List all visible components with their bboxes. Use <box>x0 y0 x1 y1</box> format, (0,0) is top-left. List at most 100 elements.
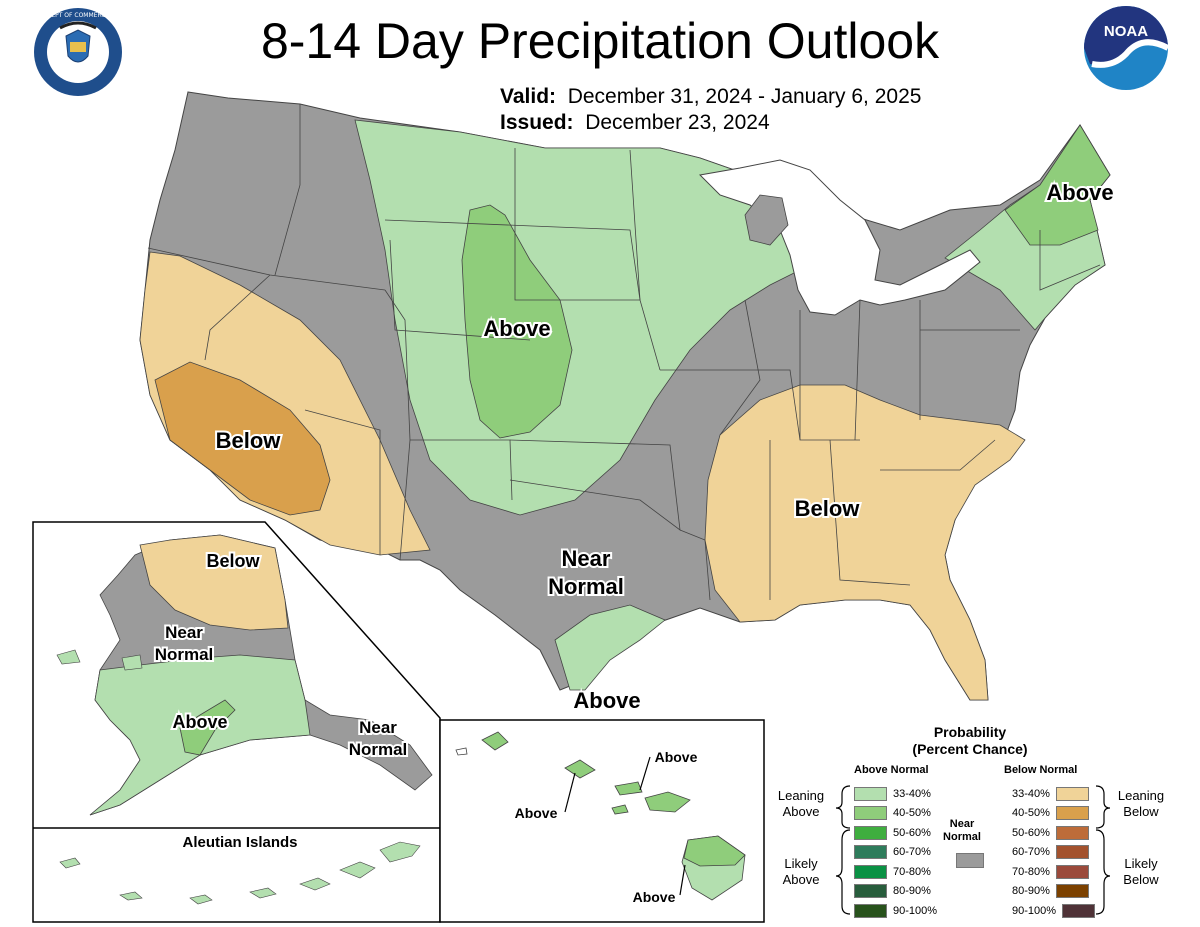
legend-below-row: 70-80% <box>1012 863 1089 880</box>
legend-leaning-above: Leaning Above <box>768 788 834 820</box>
legend-likely-below: Likely Below <box>1108 856 1174 888</box>
legend-leaning-above-1: Leaning <box>777 788 825 803</box>
noaa-logo-text: NOAA <box>1104 23 1148 40</box>
label-above-plains: Above <box>483 316 550 341</box>
legend-below-swatch <box>1062 903 1096 918</box>
label-ak-se-near-1: Near <box>359 718 397 737</box>
legend-below-label: 50-60% <box>1012 826 1050 839</box>
legend-below-row: 60-70% <box>1012 844 1089 861</box>
label-hi-above-3: Above <box>633 889 676 905</box>
hawaii-inset <box>439 719 765 923</box>
legend-leaning-below-1: Leaning <box>1117 788 1165 803</box>
commerce-seal-logo: DEPT OF COMMERCE <box>34 8 122 96</box>
legend-above-swatch <box>854 845 887 859</box>
legend-title: Probability (Percent Chance) <box>860 724 1080 758</box>
legend-above-label: 90-100% <box>893 904 938 917</box>
valid-dates: December 31, 2024 - January 6, 2025 <box>567 85 922 108</box>
legend-above-row: 33-40% <box>854 785 931 802</box>
legend-likely-above: Likely Above <box>768 856 834 888</box>
page-title: 8-14 Day Precipitation Outlook <box>260 13 940 69</box>
legend-below-label: 90-100% <box>1012 904 1057 917</box>
conus-below-west-core <box>154 361 331 516</box>
legend-above-label: 60-70% <box>893 846 931 858</box>
alaska-inset <box>32 521 441 923</box>
legend-below-row: 40-50% <box>1012 805 1089 822</box>
conus-below-southeast <box>704 384 1026 701</box>
label-near-normal-2: Normal <box>548 574 624 599</box>
legend-below-label: 60-70% <box>1012 846 1050 858</box>
legend-near-2: Normal <box>943 831 981 843</box>
hawaii-callouts <box>564 756 686 896</box>
legend-above-label: 80-90% <box>893 885 931 897</box>
region-labels: Above Above Below Below Near Normal Abov… <box>153 178 1116 907</box>
legend-above-row: 90-100% <box>854 902 937 919</box>
label-below-west: Below <box>216 428 282 453</box>
legend-likely-below-1: Likely <box>1124 856 1158 871</box>
label-ak-near-1: Near <box>165 623 203 642</box>
label-above-northeast: Above <box>1046 180 1113 205</box>
upper-michigan <box>744 194 789 246</box>
legend-below-label: 80-90% <box>1012 885 1050 897</box>
hawaii-islands <box>455 731 746 901</box>
legend-below-swatch <box>1055 806 1089 820</box>
legend-below-swatch <box>1055 825 1089 840</box>
legend-below-swatch <box>1055 786 1089 801</box>
label-ak-se-near-2: Normal <box>349 740 408 759</box>
legend-below-swatch <box>1055 884 1089 898</box>
legend-leaning-above-2: Above <box>782 804 820 819</box>
label-above-texas: Above <box>573 688 640 713</box>
legend-above-swatch <box>854 903 887 918</box>
legend-above-label: 33-40% <box>893 787 931 800</box>
noaa-logo: NOAA <box>1084 6 1170 90</box>
legend-above-swatch <box>854 825 887 840</box>
label-ak-below: Below <box>206 551 260 571</box>
legend-below-label: 40-50% <box>1012 807 1050 819</box>
legend-below-swatch <box>1055 864 1089 879</box>
conus-above-plains-core <box>461 204 573 439</box>
legend-below-header: Below Normal <box>1004 764 1078 776</box>
label-hi-above-1: Above <box>515 805 558 821</box>
alaska-below <box>139 534 289 631</box>
legend-above-row: 80-90% <box>854 883 931 900</box>
conus-above-texas <box>554 604 666 691</box>
label-near-normal-1: Near <box>562 546 611 571</box>
legend-above-swatch <box>854 806 887 820</box>
legend-above-swatch <box>854 864 887 879</box>
legend-above-label: 70-80% <box>893 865 931 878</box>
label-ak-above: Above <box>172 712 227 732</box>
state-borders <box>147 104 1101 601</box>
issued-label: Issued: <box>500 111 574 134</box>
label-aleutian: Aleutian Islands <box>182 834 297 851</box>
alaska-above-core <box>179 699 236 756</box>
legend-below-row: 50-60% <box>1012 824 1089 841</box>
commerce-seal-text: DEPT OF COMMERCE <box>47 12 110 19</box>
legend-below-braces <box>1095 785 1111 915</box>
legend-near-normal-swatch <box>956 853 984 868</box>
legend-above-label: 50-60% <box>893 826 931 839</box>
legend-above-row: 70-80% <box>854 863 931 880</box>
issued-date: December 23, 2024 <box>585 111 770 134</box>
legend-above-swatch <box>854 884 887 898</box>
legend-above-swatch <box>854 786 887 801</box>
valid-label: Valid: <box>500 85 557 108</box>
legend-below-label: 33-40% <box>1012 787 1050 800</box>
legend-above-row: 50-60% <box>854 824 931 841</box>
legend-above-braces <box>835 785 851 915</box>
legend-likely-above-2: Above <box>782 872 820 887</box>
legend-below-row: 90-100% <box>1012 902 1096 919</box>
legend-above-row: 40-50% <box>854 805 931 822</box>
legend-near-normal-label: Near Normal <box>940 818 984 844</box>
label-ak-near-2: Normal <box>155 645 214 664</box>
aleutian-islands <box>56 649 421 905</box>
legend-title-line1: Probability <box>933 724 1007 740</box>
legend-likely-above-1: Likely <box>784 856 818 871</box>
label-below-southeast: Below <box>795 496 861 521</box>
legend-title-line2: (Percent Chance) <box>912 741 1028 757</box>
legend-below-swatch <box>1055 845 1089 859</box>
valid-issued-block: Valid: December 31, 2024 - January 6, 20… <box>500 84 921 136</box>
legend-leaning-below: Leaning Below <box>1108 788 1174 820</box>
legend-likely-below-2: Below <box>1123 872 1159 887</box>
label-hi-above-2: Above <box>655 749 698 765</box>
legend-above-row: 60-70% <box>854 844 931 861</box>
